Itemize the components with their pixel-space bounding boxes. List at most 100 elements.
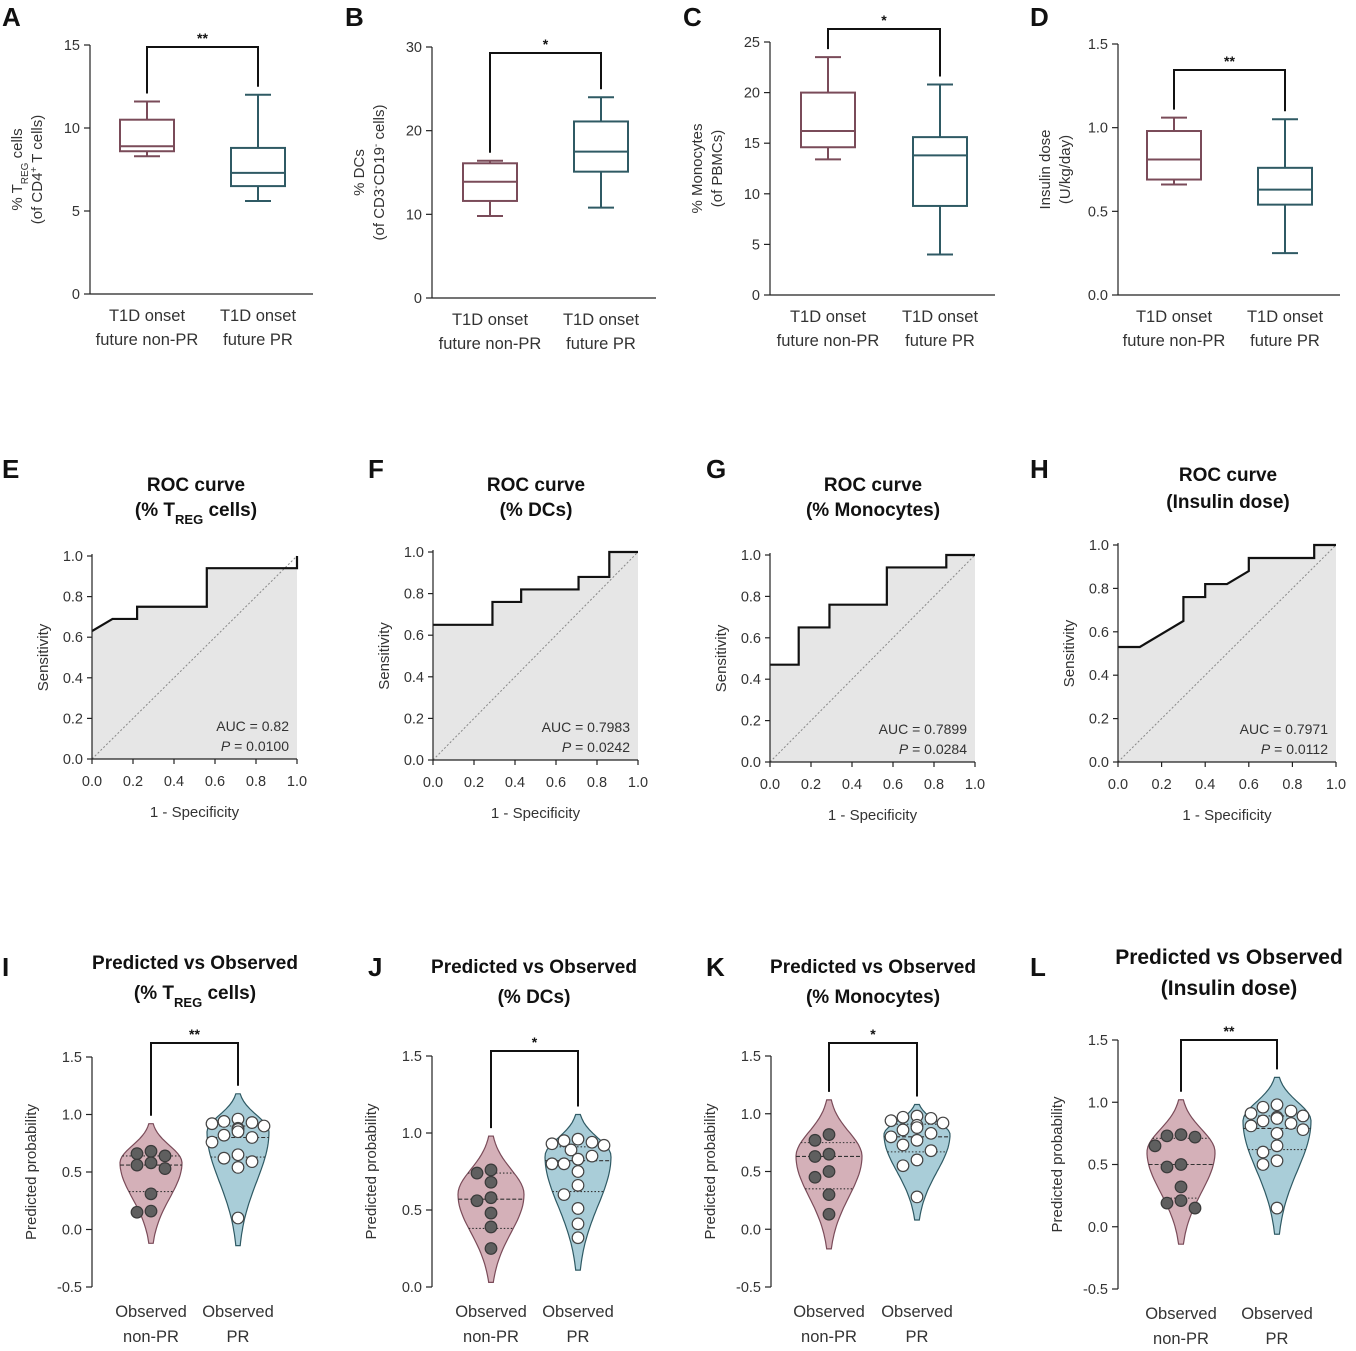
y-label-text: cells bbox=[9, 128, 26, 162]
x-category-label: future PR bbox=[905, 332, 975, 350]
x-category-label: T1D onset bbox=[220, 307, 297, 325]
x-category-label: non-PR bbox=[1153, 1330, 1209, 1348]
chart-subtitle: (% DCs) bbox=[500, 500, 573, 521]
panel-letter: G bbox=[706, 454, 726, 484]
x-tick-label: 1.0 bbox=[287, 774, 307, 790]
y-label-text: % T bbox=[9, 184, 26, 210]
y-tick-label: 5 bbox=[752, 237, 760, 253]
y-tick-label: 0.0 bbox=[741, 755, 761, 771]
data-point bbox=[571, 1202, 585, 1215]
data-point bbox=[822, 1165, 836, 1178]
significance-stars: ** bbox=[1224, 53, 1235, 69]
data-point bbox=[1160, 1129, 1174, 1143]
data-point bbox=[1244, 1119, 1258, 1133]
data-point bbox=[1160, 1196, 1174, 1210]
y-axis-label: Sensitivity bbox=[713, 624, 730, 692]
x-category-label: future non-PR bbox=[96, 331, 199, 349]
data-point bbox=[910, 1121, 924, 1135]
y-label-sup: + bbox=[29, 167, 40, 173]
subtitle-text: (% DCs) bbox=[498, 987, 571, 1008]
iqr-box bbox=[912, 136, 968, 207]
x-tick-label: 0.0 bbox=[82, 774, 102, 790]
data-point bbox=[585, 1135, 599, 1149]
data-point bbox=[205, 1117, 219, 1131]
reference-diagonal bbox=[1117, 544, 1337, 763]
y-label-text: (of CD3 bbox=[371, 189, 388, 241]
y-tick-label: 0.4 bbox=[63, 671, 83, 687]
x-tick-label: 0.8 bbox=[587, 775, 607, 791]
y-label-text: (U/kg/day) bbox=[1057, 135, 1074, 204]
iqr-box bbox=[800, 91, 856, 149]
subtitle-text: cells) bbox=[203, 500, 257, 521]
p-italic: P bbox=[1261, 741, 1271, 757]
y-axis-label-line2: (of PBMCs) bbox=[709, 130, 726, 208]
iqr-box bbox=[573, 120, 629, 173]
data-point bbox=[910, 1190, 924, 1204]
y-tick-label: 0 bbox=[752, 288, 760, 304]
y-axis-label: % TREG cells bbox=[9, 128, 31, 210]
data-point bbox=[484, 1206, 498, 1220]
y-tick-label: 1.0 bbox=[1089, 538, 1109, 554]
panel-d: D 0.0 0.5 1.0 1.5 Insulin dose (U/kg/day) T1D o… bbox=[1030, 2, 1340, 350]
iqr-box bbox=[230, 146, 286, 188]
p-value-label: P = 0.0242 bbox=[562, 739, 630, 755]
data-point bbox=[557, 1157, 571, 1171]
x-axis-label: 1 - Specificity bbox=[828, 807, 918, 824]
x-category-label: future PR bbox=[1250, 332, 1320, 350]
y-tick-label: 0.5 bbox=[62, 1165, 82, 1181]
y-tick-label: 0.0 bbox=[62, 1223, 82, 1239]
data-point bbox=[571, 1152, 585, 1166]
y-tick-label: 0.0 bbox=[741, 1222, 761, 1238]
data-point bbox=[808, 1133, 822, 1147]
y-axis-label: Predicted probability bbox=[1049, 1096, 1066, 1232]
x-category-label: PR bbox=[906, 1328, 929, 1346]
x-tick-label: 0.2 bbox=[801, 777, 821, 793]
data-point bbox=[1174, 1194, 1188, 1208]
data-point bbox=[231, 1125, 245, 1139]
y-tick-label: -0.5 bbox=[1083, 1282, 1108, 1298]
x-category-label: Observed bbox=[1241, 1305, 1313, 1323]
data-point bbox=[1188, 1130, 1202, 1144]
x-tick-label: 0.6 bbox=[883, 777, 903, 793]
x-category-label: PR bbox=[1266, 1330, 1289, 1348]
x-category-label: Observed bbox=[202, 1303, 274, 1321]
y-axis-label: Predicted probability bbox=[702, 1103, 719, 1239]
chart-subtitle: (% TREG cells) bbox=[134, 983, 256, 1010]
x-tick-label: 0.4 bbox=[164, 774, 184, 790]
significance-bracket bbox=[146, 46, 259, 94]
panel-letter: L bbox=[1030, 952, 1046, 982]
x-category-label: future PR bbox=[566, 335, 636, 353]
y-tick-label: 0.0 bbox=[1088, 288, 1108, 304]
y-tick-label: 10 bbox=[744, 187, 760, 203]
x-tick-label: 0.2 bbox=[1152, 777, 1172, 793]
x-tick-label: 0.4 bbox=[842, 777, 862, 793]
x-category-label: non-PR bbox=[801, 1328, 857, 1346]
x-category-label: future non-PR bbox=[1123, 332, 1226, 350]
data-point bbox=[130, 1205, 144, 1219]
data-point bbox=[1296, 1123, 1310, 1137]
x-tick-label: 0.8 bbox=[1282, 777, 1302, 793]
subtitle-text: (Insulin dose) bbox=[1166, 492, 1290, 513]
y-axis-label: Sensitivity bbox=[376, 622, 393, 690]
data-point bbox=[257, 1119, 271, 1133]
significance-stars: ** bbox=[189, 1026, 200, 1042]
roc-curve bbox=[770, 553, 975, 666]
subtitle-text: (% Monocytes) bbox=[806, 987, 940, 1008]
data-point bbox=[910, 1133, 924, 1147]
y-tick-label: 30 bbox=[406, 40, 422, 56]
data-point bbox=[564, 1143, 578, 1157]
data-point bbox=[144, 1187, 158, 1201]
data-point bbox=[158, 1149, 172, 1163]
y-tick-label: 0.6 bbox=[404, 628, 424, 644]
subtitle-sub: REG bbox=[174, 995, 202, 1010]
chart-title: Predicted vs Observed bbox=[92, 953, 298, 974]
y-label-text: (of CD4 bbox=[29, 173, 46, 225]
y-tick-label: 0.5 bbox=[402, 1203, 422, 1219]
panel-letter: C bbox=[683, 2, 702, 32]
y-label-text: % DCs bbox=[351, 149, 368, 196]
panel-g: G ROC curve (% Monocytes) 0.0 0.0 0.2 0.2 0.4 0.… bbox=[706, 454, 985, 824]
panel-e: E ROC curve (% TREG cells) 0.0 0.0 0.2 0.2 0.4 0… bbox=[2, 454, 307, 821]
panel-c: C 0 5 10 15 20 25 % Monocytes (of PBMCs) T1D onse… bbox=[683, 2, 995, 350]
p-italic: P bbox=[221, 738, 231, 754]
y-tick-label: 1.0 bbox=[1088, 1095, 1108, 1111]
